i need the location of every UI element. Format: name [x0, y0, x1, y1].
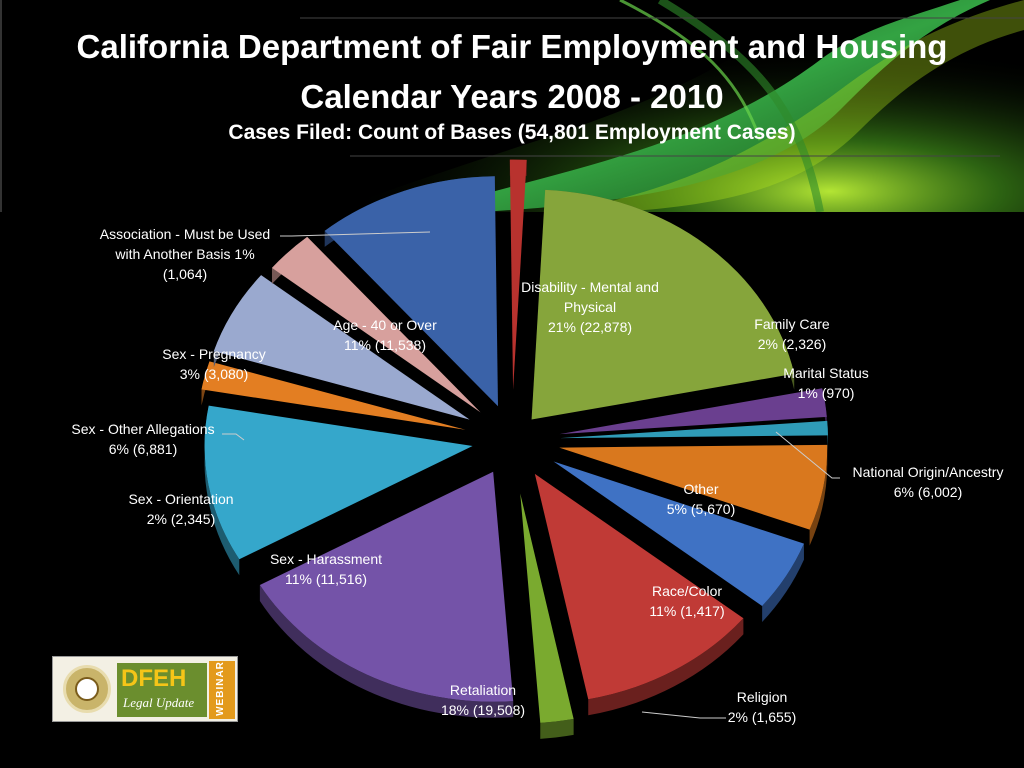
pie-slice-face — [559, 444, 828, 530]
pie-slice-face — [553, 461, 804, 607]
pie-slice — [204, 405, 473, 576]
pie-slice — [559, 444, 828, 546]
slice-label: Family Care 2% (2,326) — [754, 316, 830, 352]
pie-slice-face — [509, 159, 527, 390]
pie-slice-face — [520, 493, 574, 723]
seal-icon — [63, 665, 111, 713]
header-banner: California Department of Fair Employment… — [0, 0, 1024, 212]
pie-slice — [259, 471, 514, 718]
pie-slice — [201, 361, 466, 430]
pie-slice-face — [271, 236, 481, 413]
pie-slice-side — [588, 618, 744, 716]
slice-label: Marital Status 1% (970) — [783, 365, 869, 401]
leader-line — [641, 711, 726, 719]
pie-slice-side — [259, 584, 514, 718]
leader-line — [775, 431, 840, 479]
pie-slice — [271, 236, 481, 413]
slice-label: Other 5% (5,670) — [667, 481, 735, 517]
chart-subtitle: Cases Filed: Count of Bases (54,801 Empl… — [228, 121, 796, 144]
slice-label: Sex - Harassment 11% (11,516) — [270, 551, 382, 587]
pie-slice-face — [213, 275, 470, 420]
logo-subtitle: Legal Update — [123, 695, 195, 710]
leader-line — [222, 433, 245, 441]
pie-slice-side — [540, 718, 574, 739]
pie-slice — [520, 493, 574, 739]
slice-label: Race/Color 11% (1,417) — [649, 583, 724, 619]
slice-label: Sex - Orientation 2% (2,345) — [128, 491, 233, 527]
logo-side-text: WEBINAR — [214, 661, 226, 716]
pie-slice-face — [259, 471, 514, 702]
pie-slice-face — [204, 405, 473, 560]
slice-label: Retaliation 18% (19,508) — [441, 682, 525, 718]
pie-slice-face — [559, 420, 828, 439]
green-swirl-background — [0, 0, 1024, 212]
slice-label: Disability - Mental and Physical 21% (22,8… — [521, 279, 659, 335]
pie-slice — [553, 461, 804, 623]
slice-label: Sex - Pregnancy 3% (3,080) — [162, 346, 266, 382]
pie-slice-face — [534, 473, 744, 700]
pie-slice — [213, 275, 470, 420]
logo-title: DFEH — [121, 665, 187, 692]
slice-label: Association - Must be Used with Another B… — [100, 226, 270, 282]
header-left-border — [0, 0, 2, 212]
slice-label: Sex - Other Allegations 6% (6,881) — [71, 421, 214, 457]
pie-slice — [534, 473, 744, 716]
slice-label: National Origin/Ancestry 6% (6,002) — [853, 464, 1004, 500]
pie-slice-face — [531, 189, 795, 420]
logo-side-band: WEBINAR — [209, 661, 235, 719]
title-line-2: Calendar Years 2008 - 2010 — [300, 78, 724, 115]
pie-slice-side — [762, 543, 804, 623]
dfeh-logo: DFEH Legal Update WEBINAR — [52, 656, 238, 722]
pie-slice-face — [559, 388, 827, 435]
slice-label: Religion 2% (1,655) — [728, 689, 796, 725]
pie-slice — [531, 189, 795, 420]
pie-slice — [509, 159, 527, 390]
logo-panel: DFEH Legal Update — [117, 663, 207, 717]
pie-slice-face — [201, 361, 466, 430]
pie-slice-side — [809, 444, 828, 546]
leader-line — [280, 231, 431, 237]
slice-label: Age - 40 or Over 11% (11,538) — [333, 317, 437, 353]
title-line-1: California Department of Fair Employment… — [76, 28, 948, 65]
pie-slice — [559, 420, 828, 452]
